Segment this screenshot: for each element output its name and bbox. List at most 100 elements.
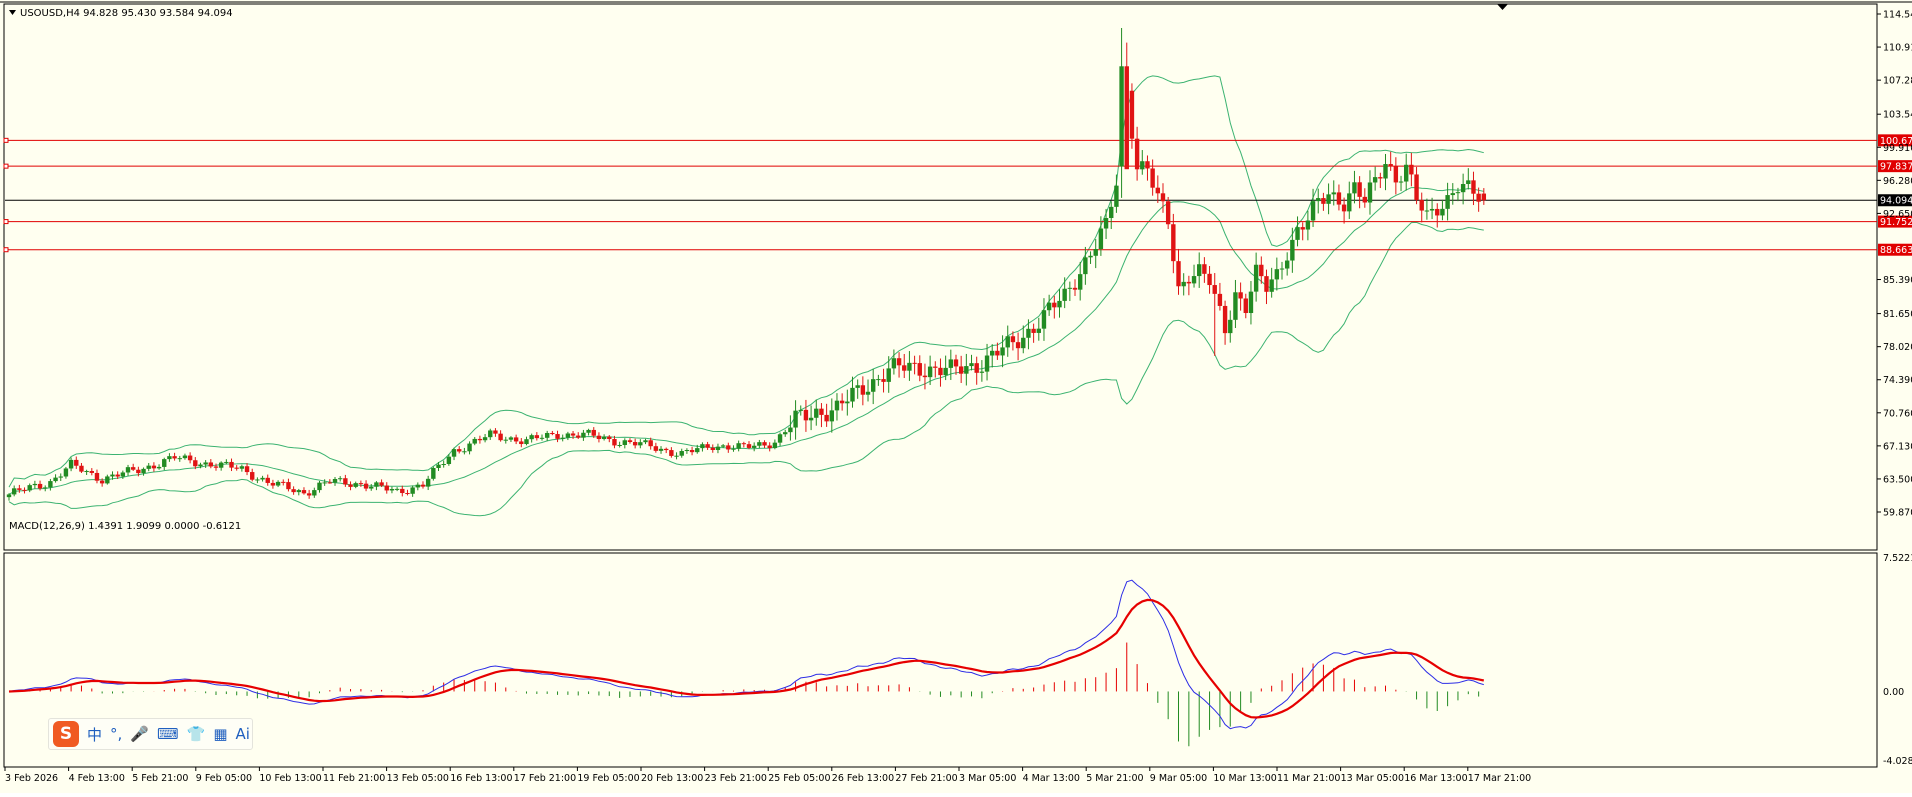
symbol-label: USOUSD,H4 94.828 95.430 93.584 94.094 xyxy=(20,8,233,19)
candle-body xyxy=(151,465,157,469)
candle-body xyxy=(1481,193,1487,201)
current-price-label: 94.094 xyxy=(1880,196,1912,207)
chart-menu-arrow-icon[interactable] xyxy=(9,10,16,15)
candle-body xyxy=(472,438,477,444)
candle-body xyxy=(187,455,193,461)
skin-icon[interactable]: 👕 xyxy=(186,725,206,743)
candle-body xyxy=(1471,180,1476,194)
level-price-label: 97.837 xyxy=(1880,162,1912,173)
candle-body xyxy=(902,365,907,371)
candle-body xyxy=(384,485,389,491)
price-axis-label: 74.390 xyxy=(1883,375,1912,386)
time-axis-label: 27 Feb 21:00 xyxy=(895,773,957,784)
candle-body xyxy=(312,490,317,496)
time-axis-label: 19 Feb 05:00 xyxy=(577,773,639,784)
candle-body xyxy=(839,400,845,404)
candle-body xyxy=(182,455,188,459)
candle-body xyxy=(317,482,322,491)
macd-frame xyxy=(3,552,1878,768)
candle-body xyxy=(431,467,436,479)
ime-ai-button[interactable]: Ai xyxy=(235,725,250,743)
candle-body xyxy=(1455,192,1461,194)
candle-body xyxy=(467,443,472,452)
candle-body xyxy=(1150,168,1155,188)
shift-marker-icon[interactable] xyxy=(1497,4,1508,10)
candle-body xyxy=(751,445,757,448)
candle-body xyxy=(389,488,395,491)
candle-body xyxy=(1284,260,1290,269)
bollinger-upper-band xyxy=(8,75,1484,488)
candle-body xyxy=(1212,285,1217,294)
level-price-label: 88.663 xyxy=(1880,245,1912,256)
signal-line xyxy=(8,598,1485,719)
macd-axis-label: 0.00 xyxy=(1883,687,1904,698)
candle-body xyxy=(1253,264,1259,292)
microphone-icon[interactable]: 🎤 xyxy=(130,725,149,743)
time-axis-label: 17 Mar 21:00 xyxy=(1468,773,1531,784)
candle-body xyxy=(570,433,576,436)
candle-body xyxy=(1129,90,1135,139)
candle-body xyxy=(524,439,529,445)
candle-body xyxy=(581,432,586,438)
candle-body xyxy=(793,410,798,428)
candle-body xyxy=(120,472,126,477)
price-axis-label: 103.54 xyxy=(1883,110,1912,121)
candle-body xyxy=(400,488,405,494)
candle-body xyxy=(343,478,348,485)
candle-body xyxy=(922,375,928,378)
candle-body xyxy=(130,467,136,470)
candle-body xyxy=(477,438,483,441)
ime-punctuation-toggle[interactable]: °, xyxy=(110,725,123,743)
ime-toolbar[interactable]: S 中 °, 🎤 ⌨ 👕 ▦ Ai xyxy=(48,718,253,750)
candle-body xyxy=(224,461,229,463)
keyboard-icon[interactable]: ⌨ xyxy=(156,725,179,743)
candle-body xyxy=(1005,336,1010,348)
candle-body xyxy=(1248,291,1254,314)
time-axis-label: 5 Feb 21:00 xyxy=(132,773,188,784)
candle-body xyxy=(539,437,545,439)
time-axis-label: 13 Feb 05:00 xyxy=(387,773,449,784)
candle-body xyxy=(772,442,778,449)
candle-body xyxy=(1217,293,1223,306)
ime-language-toggle[interactable]: 中 xyxy=(87,725,103,744)
candle-body xyxy=(286,482,291,490)
candle-body xyxy=(1290,239,1295,261)
candle-body xyxy=(358,483,364,485)
candle-body xyxy=(22,489,27,491)
candle-body xyxy=(1347,193,1352,212)
candle-body xyxy=(1222,305,1228,334)
candle-body xyxy=(658,448,664,451)
price-axis-label: 110.91 xyxy=(1883,43,1912,54)
candle-body xyxy=(865,391,871,395)
candle-body xyxy=(436,464,441,468)
time-axis-label: 10 Feb 13:00 xyxy=(259,773,321,784)
candle-body xyxy=(1067,287,1073,289)
candle-body xyxy=(1140,161,1145,170)
candle-body xyxy=(177,458,182,460)
candle-body xyxy=(855,385,860,388)
candle-body xyxy=(1404,164,1409,182)
candle-body xyxy=(757,442,762,446)
candle-body xyxy=(115,474,120,477)
candle-body xyxy=(1388,164,1393,167)
candle-body xyxy=(332,478,338,483)
price-axis-label: 92.650 xyxy=(1883,209,1912,220)
candle-body xyxy=(860,385,866,395)
time-axis-label: 13 Mar 05:00 xyxy=(1341,773,1404,784)
candle-body xyxy=(777,434,783,443)
sogou-logo-icon[interactable]: S xyxy=(53,721,79,747)
candle-body xyxy=(845,401,850,404)
grid-menu-icon[interactable]: ▦ xyxy=(213,725,228,743)
candle-body xyxy=(425,478,431,487)
candle-body xyxy=(37,483,43,489)
candle-body xyxy=(1476,193,1481,202)
candle-body xyxy=(1424,210,1430,212)
candle-body xyxy=(275,481,281,486)
candle-body xyxy=(405,493,410,495)
candle-body xyxy=(172,456,177,459)
time-axis-label: 9 Mar 05:00 xyxy=(1150,773,1207,784)
candle-body xyxy=(927,366,933,378)
candle-body xyxy=(653,446,659,451)
